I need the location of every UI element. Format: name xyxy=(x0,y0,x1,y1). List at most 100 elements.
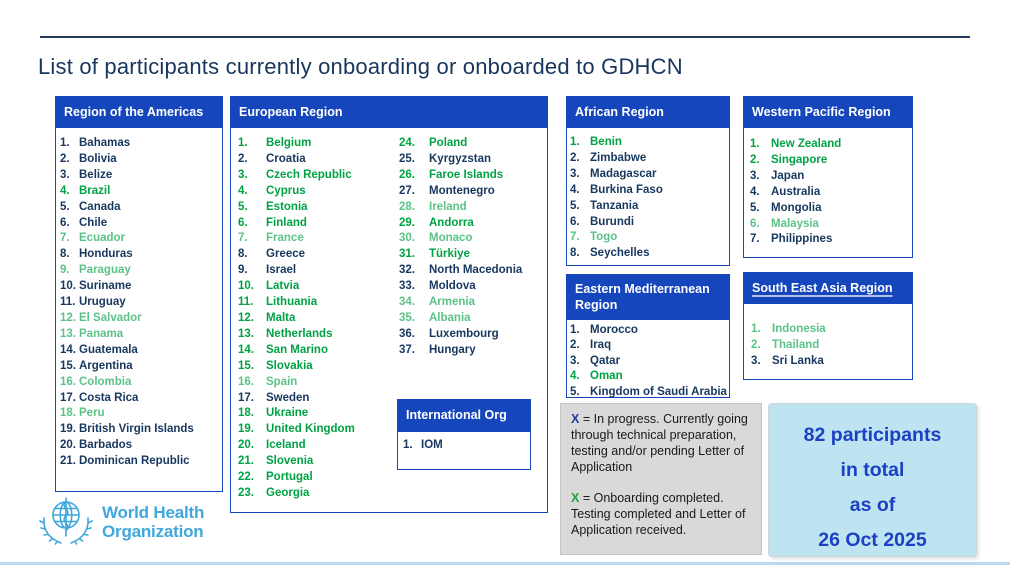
item-name: Iraq xyxy=(590,339,612,352)
list-item: 5. Estonia xyxy=(238,200,391,216)
item-name: Netherlands xyxy=(266,327,333,340)
item-name: Malaysia xyxy=(771,217,819,230)
list-item: 5. Tanzania xyxy=(570,199,729,215)
country-list-europe-col1: 1. Belgium 2. Croatia 3. Czech Republic xyxy=(231,128,391,502)
list-item: 27. Montenegro xyxy=(399,184,541,200)
item-name: Bahamas xyxy=(79,137,131,149)
item-name: Guatemala xyxy=(79,343,138,356)
item-name: Zimbabwe xyxy=(590,151,647,164)
region-header-western-pacific: Western Pacific Region xyxy=(744,97,912,128)
item-number: 2. xyxy=(570,151,580,164)
item-number: 19. xyxy=(238,423,254,436)
list-item: 32. North Macedonia xyxy=(399,263,541,279)
list-item: 34. Armenia xyxy=(399,295,541,311)
list-item: 30. Monaco xyxy=(399,231,541,247)
item-number: 3. xyxy=(238,168,248,181)
list-item: 16. Colombia xyxy=(60,375,222,391)
item-name: Monaco xyxy=(429,232,473,245)
item-number: 28. xyxy=(399,200,415,213)
item-name: Indonesia xyxy=(772,323,826,335)
item-name: Portugal xyxy=(266,471,313,484)
item-name: IOM xyxy=(421,439,443,451)
item-number: 22. xyxy=(238,471,254,484)
item-number: 2. xyxy=(750,153,760,166)
item-number: 35. xyxy=(399,311,415,324)
list-item: 6. Malaysia xyxy=(750,217,912,233)
item-name: Czech Republic xyxy=(266,168,352,181)
item-name: Andorra xyxy=(429,216,474,229)
region-header-europe: European Region xyxy=(231,97,547,128)
bottom-rule xyxy=(0,562,1010,565)
total-line-2: in total xyxy=(840,459,905,481)
item-name: Slovenia xyxy=(266,455,314,468)
item-name: Slovakia xyxy=(266,359,313,372)
item-name: Philippines xyxy=(771,233,833,246)
item-number: 1. xyxy=(403,439,413,451)
item-number: 6. xyxy=(570,215,580,228)
item-name: Ecuador xyxy=(79,232,126,245)
item-name: Latvia xyxy=(266,280,300,293)
list-item: 29. Andorra xyxy=(399,216,541,232)
list-item: 5. Canada xyxy=(60,200,222,216)
item-number: 12. xyxy=(60,311,76,324)
item-number: 4. xyxy=(238,184,248,197)
item-name: Thailand xyxy=(772,338,820,351)
item-name: Australia xyxy=(771,185,821,198)
item-name: Bolivia xyxy=(79,152,117,165)
item-name: United Kingdom xyxy=(266,423,355,436)
item-number: 31. xyxy=(399,248,415,261)
list-item: 6. Burundi xyxy=(570,215,729,231)
item-name: Oman xyxy=(590,370,623,383)
item-name: Morocco xyxy=(590,324,638,336)
item-name: Iceland xyxy=(266,439,306,452)
item-name: Burundi xyxy=(590,215,635,228)
list-item: 16. Spain xyxy=(238,375,391,391)
list-item: 7. France xyxy=(238,231,391,247)
list-item: 2. Thailand xyxy=(751,338,912,354)
item-name: Burkina Faso xyxy=(590,183,663,196)
list-item: 7. Philippines xyxy=(750,232,912,248)
item-name: Barbados xyxy=(79,439,133,452)
item-number: 12. xyxy=(238,311,254,324)
item-name: Uruguay xyxy=(79,296,126,309)
item-number: 36. xyxy=(399,327,415,340)
item-number: 33. xyxy=(399,280,415,293)
item-number: 11. xyxy=(60,296,76,309)
item-name: France xyxy=(266,232,304,245)
item-name: Belgium xyxy=(266,137,312,149)
list-item: 3. Czech Republic xyxy=(238,168,391,184)
item-name: Georgia xyxy=(266,486,310,499)
item-number: 21. xyxy=(60,455,76,468)
list-item: 13. Panama xyxy=(60,327,222,343)
item-number: 13. xyxy=(60,327,76,340)
item-name: Panama xyxy=(79,327,124,340)
item-name: Suriname xyxy=(79,280,132,293)
item-number: 6. xyxy=(60,216,70,229)
list-item: 5. Mongolia xyxy=(750,201,912,217)
item-number: 1. xyxy=(570,136,580,148)
list-item: 4. Australia xyxy=(750,185,912,201)
item-name: Montenegro xyxy=(429,184,495,197)
item-number: 3. xyxy=(751,354,761,367)
item-number: 21. xyxy=(238,455,254,468)
region-box-europe: European Region 1. Belgium 2. Croatia 3 xyxy=(230,96,548,513)
item-number: 7. xyxy=(750,233,760,246)
item-number: 10. xyxy=(238,280,254,293)
total-participants-box: 82 participants in total as of 26 Oct 20… xyxy=(768,403,977,557)
who-wordmark: World Health Organization xyxy=(102,503,204,541)
region-header-international-org: International Org xyxy=(398,400,530,432)
item-number: 14. xyxy=(238,343,254,356)
list-item: 1. Belgium xyxy=(238,136,391,152)
list-item: 15. Slovakia xyxy=(238,359,391,375)
list-item: 9. Paraguay xyxy=(60,263,222,279)
item-number: 4. xyxy=(750,185,760,198)
who-wordmark-line1: World Health xyxy=(102,503,205,522)
item-name: Honduras xyxy=(79,248,133,261)
list-item: 4. Oman xyxy=(570,369,729,384)
list-item: 2. Zimbabwe xyxy=(570,151,729,167)
item-name: Chile xyxy=(79,216,108,229)
list-item: 33. Moldova xyxy=(399,279,541,295)
item-name: Poland xyxy=(429,137,468,149)
list-item: 11. Lithuania xyxy=(238,295,391,311)
list-item: 1. IOM xyxy=(403,438,530,454)
